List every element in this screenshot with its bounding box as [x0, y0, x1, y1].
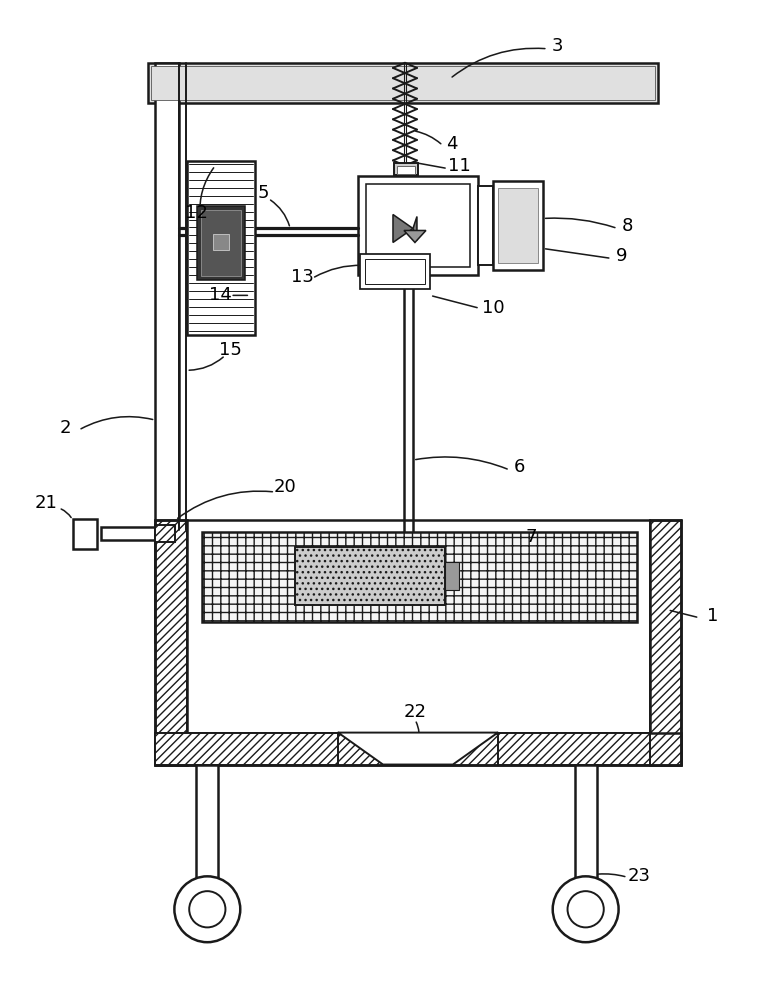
- Circle shape: [553, 876, 619, 942]
- Bar: [394, 163, 418, 175]
- Bar: [358, 176, 478, 275]
- Bar: [156, 520, 188, 765]
- Text: 21: 21: [34, 494, 57, 512]
- Bar: [295, 547, 445, 605]
- Text: 10: 10: [481, 299, 504, 317]
- Bar: [575, 765, 597, 879]
- Bar: [72, 519, 97, 549]
- FancyArrowPatch shape: [178, 491, 273, 518]
- Polygon shape: [338, 733, 498, 765]
- Text: 20: 20: [273, 478, 297, 496]
- Bar: [213, 234, 229, 250]
- Bar: [197, 206, 245, 280]
- FancyArrowPatch shape: [452, 48, 545, 77]
- Text: 6: 6: [514, 458, 526, 476]
- Bar: [188, 161, 256, 335]
- Text: 7: 7: [526, 528, 538, 546]
- Polygon shape: [413, 217, 417, 240]
- Bar: [203, 532, 636, 622]
- Bar: [397, 166, 415, 174]
- Bar: [149, 63, 657, 103]
- FancyArrowPatch shape: [81, 417, 153, 429]
- Bar: [156, 733, 338, 765]
- FancyArrowPatch shape: [315, 265, 362, 277]
- Text: 12: 12: [185, 204, 208, 222]
- FancyArrowPatch shape: [200, 168, 213, 216]
- Bar: [498, 188, 538, 263]
- Text: 4: 4: [446, 135, 457, 153]
- Bar: [100, 527, 156, 540]
- FancyArrowPatch shape: [62, 509, 71, 518]
- Bar: [360, 254, 430, 289]
- Text: 15: 15: [219, 341, 241, 359]
- FancyArrowPatch shape: [432, 296, 478, 308]
- Text: 14: 14: [209, 286, 231, 304]
- FancyArrowPatch shape: [416, 722, 419, 742]
- Text: 11: 11: [449, 157, 471, 175]
- Bar: [650, 520, 682, 765]
- FancyArrowPatch shape: [416, 457, 507, 469]
- Bar: [366, 184, 470, 267]
- FancyArrowPatch shape: [416, 131, 441, 144]
- Bar: [493, 181, 543, 270]
- FancyArrowPatch shape: [545, 218, 615, 228]
- FancyArrowPatch shape: [418, 163, 445, 168]
- Bar: [365, 259, 425, 284]
- Bar: [151, 66, 654, 100]
- Bar: [478, 186, 493, 265]
- Polygon shape: [404, 230, 426, 242]
- Bar: [156, 63, 179, 642]
- Text: 3: 3: [552, 37, 563, 55]
- FancyArrowPatch shape: [670, 610, 696, 617]
- Text: 5: 5: [258, 184, 269, 202]
- FancyArrowPatch shape: [545, 249, 609, 258]
- FancyArrowPatch shape: [189, 357, 224, 370]
- Bar: [196, 765, 218, 879]
- FancyArrowPatch shape: [270, 200, 290, 226]
- Text: 22: 22: [404, 703, 426, 721]
- Bar: [156, 525, 175, 542]
- Text: 13: 13: [291, 268, 314, 286]
- Text: 8: 8: [622, 217, 633, 235]
- Text: 23: 23: [628, 867, 651, 885]
- Polygon shape: [393, 215, 413, 242]
- Circle shape: [174, 876, 240, 942]
- Text: 9: 9: [616, 247, 627, 265]
- Circle shape: [568, 891, 604, 927]
- Text: 1: 1: [707, 607, 718, 625]
- Circle shape: [189, 891, 225, 927]
- Bar: [445, 562, 459, 590]
- Bar: [156, 733, 682, 765]
- Text: 2: 2: [60, 419, 72, 437]
- Bar: [201, 210, 241, 276]
- FancyArrowPatch shape: [598, 874, 625, 877]
- Bar: [498, 733, 650, 765]
